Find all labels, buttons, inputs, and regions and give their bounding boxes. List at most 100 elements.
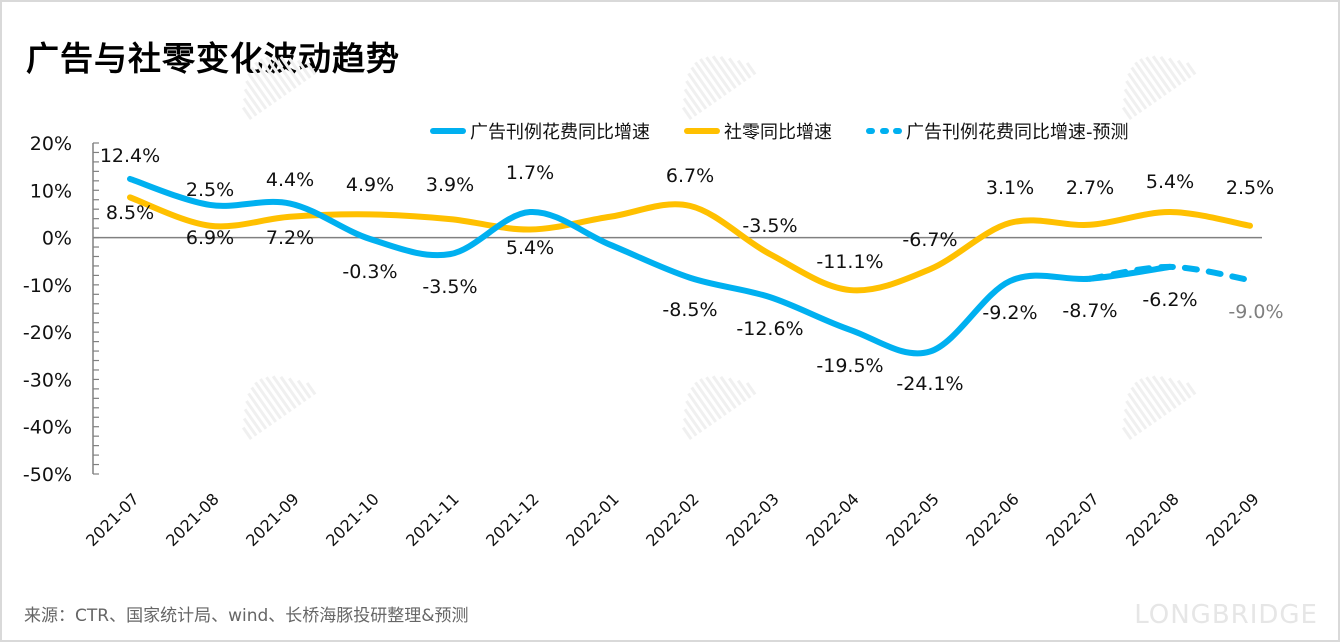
y-tick-label: -20% [23, 322, 72, 344]
watermark-bar [241, 426, 253, 440]
watermark-bar [265, 376, 292, 413]
watermark-bar [745, 62, 757, 76]
data-label-ad: -6.2% [1142, 289, 1197, 311]
watermark-bar [687, 72, 713, 107]
watermark-bar [296, 59, 312, 79]
watermark-bar [705, 376, 732, 413]
watermark-bar [683, 408, 703, 434]
watermark-bar [1159, 56, 1182, 86]
watermark-bar [1127, 72, 1153, 107]
watermark-bar [1168, 57, 1187, 83]
watermark-bar [711, 55, 737, 90]
data-label-ad: -19.5% [816, 355, 883, 377]
x-tick-label: 2022-07 [1042, 489, 1103, 550]
x-tick-label: 2022-01 [562, 489, 623, 550]
watermark-bar [1134, 381, 1162, 420]
watermark-bar [711, 375, 737, 410]
watermark-bar [1125, 400, 1148, 430]
watermark-bars-icon [1121, 375, 1197, 440]
watermark-bar [1121, 426, 1133, 440]
data-label-retail: 6.7% [666, 165, 714, 187]
x-tick-label: 2021-07 [82, 489, 143, 550]
watermark-bar [254, 61, 282, 100]
watermark-bar [245, 400, 268, 430]
data-label-retail: 2.5% [1226, 177, 1274, 199]
legend-item-retail: 社零同比增速 [684, 118, 832, 144]
watermark-bar [1151, 375, 1177, 410]
watermark-bar [1168, 377, 1187, 403]
watermark-bar [682, 417, 698, 437]
data-label-retail: 1.7% [506, 162, 554, 184]
data-label-ad: 5.4% [506, 237, 554, 259]
data-label-retail: 2.5% [186, 179, 234, 201]
x-tick-label: 2021-09 [242, 489, 303, 550]
data-label-ad: -0.3% [342, 261, 397, 283]
watermark-bars-icon [241, 55, 317, 120]
data-label-ad: -3.5% [422, 276, 477, 298]
watermark-bar [1122, 417, 1138, 437]
watermark-bar [1130, 66, 1158, 103]
watermark-bars-icon [681, 375, 757, 440]
watermark-bar [1121, 106, 1133, 120]
watermark-bar [705, 56, 732, 93]
watermark-bar [681, 426, 693, 440]
watermark-bar [690, 66, 718, 103]
watermark-bar [1125, 80, 1148, 110]
data-label-retail: -6.7% [902, 229, 957, 251]
watermark-bar [1123, 408, 1143, 434]
watermark-bar [243, 88, 263, 114]
watermark-bar [683, 88, 703, 114]
data-label-ad: -9.2% [982, 302, 1037, 324]
watermark-bar [250, 386, 278, 423]
watermark-bar [247, 72, 273, 107]
legend-swatch-ad [430, 128, 466, 134]
watermark-bar [254, 381, 282, 420]
watermark-bar [279, 376, 302, 406]
watermark-bar [296, 379, 312, 399]
x-tick-label: 2021-12 [482, 489, 543, 550]
data-label-ad: -12.6% [736, 318, 803, 340]
watermark-bar [305, 382, 317, 396]
x-tick-label: 2022-04 [802, 489, 863, 550]
watermark-bar [699, 378, 727, 416]
watermark-bar [719, 376, 742, 406]
watermark-bar [1139, 378, 1167, 416]
data-label-ad: 8.5% [106, 202, 154, 224]
watermark-bar [1123, 88, 1143, 114]
watermark-bar [1176, 59, 1192, 79]
source-note: 来源：CTR、国家统计局、wind、长桥海豚投研整理&预测 [24, 606, 469, 626]
watermark-bar [728, 57, 747, 83]
series-line-ad [127, 175, 1173, 357]
watermark-bars-icon [1121, 55, 1197, 120]
watermark-bar [247, 392, 273, 427]
y-tick-label: 10% [30, 180, 72, 202]
legend-label-ad: 广告刊例花费同比增速 [470, 122, 650, 143]
watermark-bar [1185, 62, 1197, 76]
watermark-bar [1176, 379, 1192, 399]
watermark-bar [1127, 392, 1153, 427]
legend-label-retail: 社零同比增速 [724, 122, 832, 143]
data-label-retail: 5.4% [1146, 171, 1194, 193]
watermark-bar [736, 59, 752, 79]
watermark-bar [685, 400, 708, 430]
watermark-bar [259, 378, 287, 416]
watermark-bar [241, 106, 253, 120]
data-label-retail: 4.9% [346, 174, 394, 196]
data-label-ad: -8.7% [1062, 300, 1117, 322]
x-tick-label: 2022-05 [882, 489, 943, 550]
watermark-bar [728, 377, 747, 403]
watermark-bar [681, 106, 693, 120]
watermark-bar [288, 57, 307, 83]
data-label-retail: 2.7% [1066, 177, 1114, 199]
data-label-retail: -11.1% [816, 251, 883, 273]
watermark-bar [719, 56, 742, 86]
x-tick-label: 2022-02 [642, 489, 703, 550]
watermark-bar [699, 58, 727, 96]
watermark-bar [1145, 376, 1172, 413]
x-tick-label: 2022-09 [1202, 489, 1263, 550]
watermark-bar [242, 417, 258, 437]
chart-title: 广告与社零变化波动趋势 [26, 39, 400, 78]
legend-label-forecast: 广告刊例花费同比增速-预测 [906, 122, 1129, 143]
data-label-retail: -3.5% [742, 215, 797, 237]
